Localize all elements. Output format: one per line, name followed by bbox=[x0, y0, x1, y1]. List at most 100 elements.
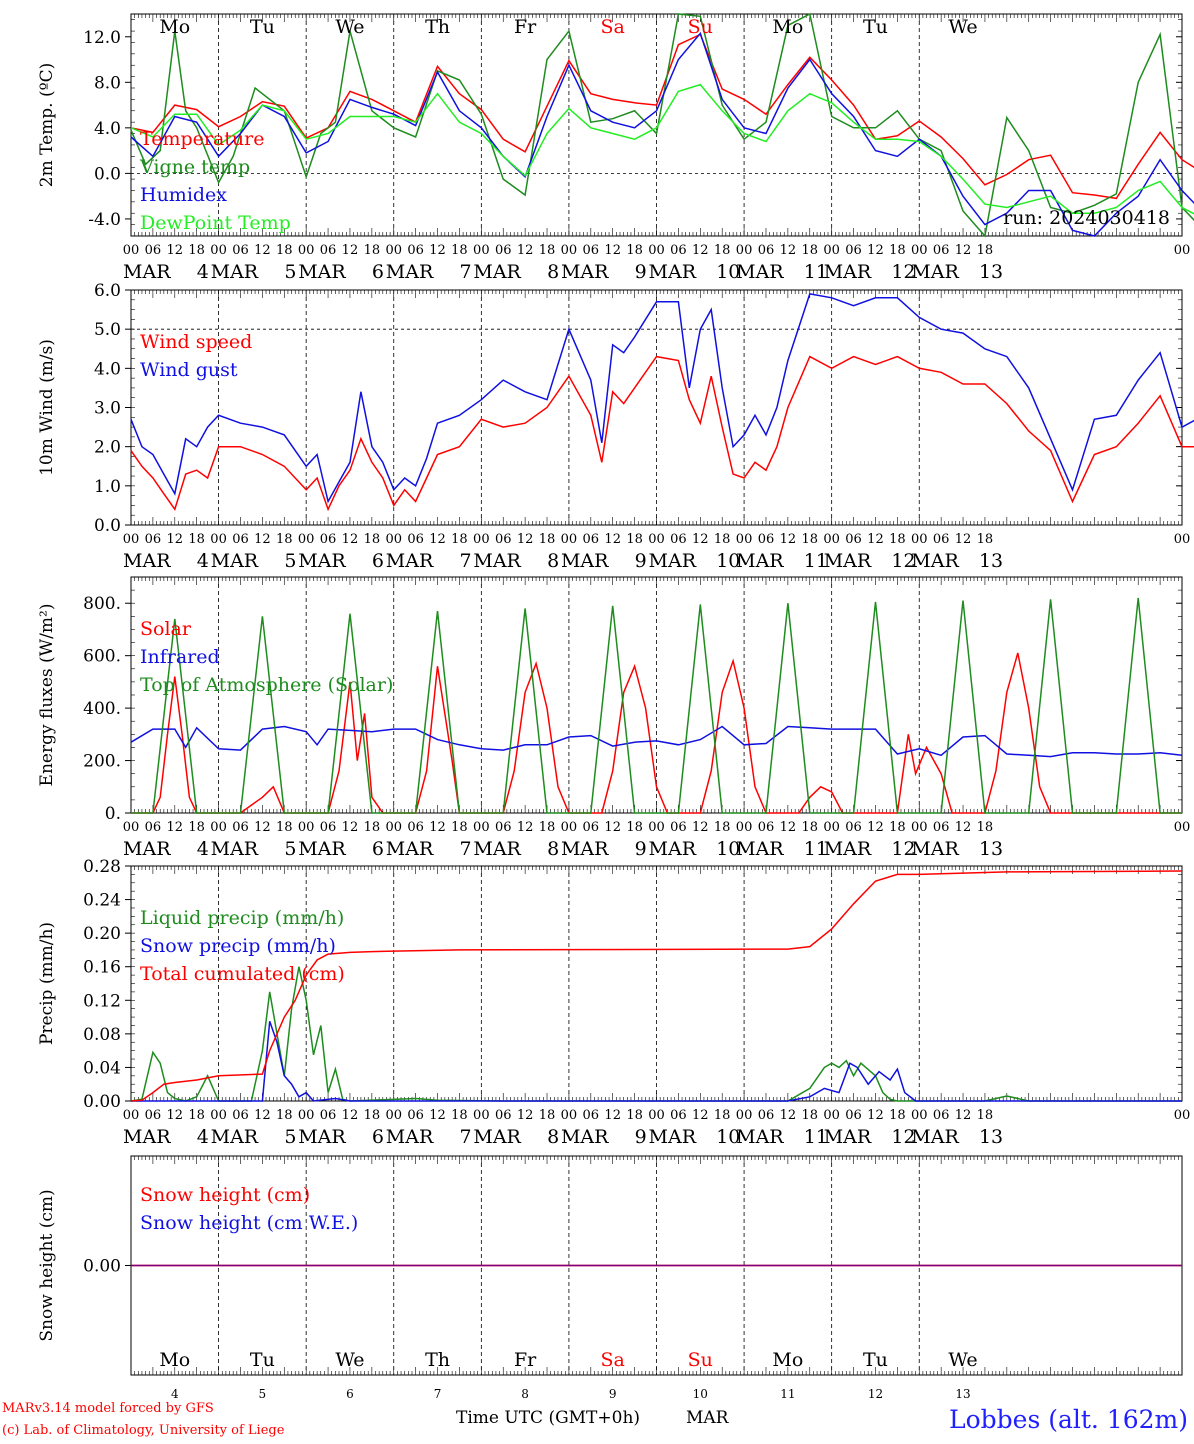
x-hour-label: 06 bbox=[320, 820, 337, 835]
y-tick-label: 12.0 bbox=[83, 28, 121, 48]
legend-entry: Wind speed bbox=[140, 331, 252, 353]
x-hour-label: 00 bbox=[385, 820, 402, 835]
series-line-snow-precip-mm-h bbox=[131, 1021, 1182, 1102]
weekday-label: Sa bbox=[601, 16, 625, 38]
weekday-label: Tu bbox=[250, 16, 275, 38]
x-hour-label: 12 bbox=[342, 243, 359, 258]
x-hour-label: 06 bbox=[845, 820, 862, 835]
bottom-date-label: 12 bbox=[868, 1387, 883, 1401]
x-hour-label: 18 bbox=[889, 1108, 906, 1123]
x-hour-label: 12 bbox=[604, 820, 621, 835]
x-month-label: MAR bbox=[473, 1126, 521, 1148]
x-hour-label: 00 bbox=[561, 532, 578, 547]
x-hour-label: 06 bbox=[145, 532, 162, 547]
x-hour-label: 00 bbox=[210, 532, 227, 547]
x-date-label: 7 bbox=[459, 1126, 471, 1148]
x-date-label: 4 bbox=[197, 261, 209, 283]
x-hour-label: 12 bbox=[342, 532, 359, 547]
x-hour-label: 06 bbox=[320, 1108, 337, 1123]
x-hour-label: 06 bbox=[232, 532, 249, 547]
x-hour-label: 06 bbox=[933, 820, 950, 835]
x-hour-label: 12 bbox=[867, 532, 884, 547]
x-date-label: 5 bbox=[284, 838, 296, 860]
panel-5: 0.00 Snow height (cm) Snow height (cm) Snow… bbox=[37, 1155, 1183, 1401]
y-tick-label: 0. bbox=[105, 804, 121, 824]
x-hour-label: 18 bbox=[276, 532, 293, 547]
x-hour-label: 12 bbox=[780, 820, 797, 835]
x-hour-label: 18 bbox=[539, 1108, 556, 1123]
x-month-label: MAR bbox=[911, 261, 959, 283]
x-hour-label: 12 bbox=[429, 1108, 446, 1123]
y-tick-label: 200. bbox=[83, 752, 121, 772]
x-hour-label: 00 bbox=[473, 1108, 490, 1123]
x-month-label: MAR bbox=[824, 838, 872, 860]
x-hour-label: 06 bbox=[320, 243, 337, 258]
x-hour-label: 00 bbox=[298, 243, 315, 258]
panel-1: -4.0 0.0 4.0 8.0 12.0 2m Temp. (ºC) Temperatur… bbox=[37, 12, 1194, 283]
x-date-label: 5 bbox=[284, 1126, 296, 1148]
x-date-label: 12 bbox=[891, 550, 915, 572]
x-hour-label: 06 bbox=[758, 820, 775, 835]
legend-entry: Snow precip (mm/h) bbox=[140, 935, 336, 957]
x-hour-label: 00 bbox=[823, 820, 840, 835]
legend-entry: Wind gust bbox=[140, 359, 238, 381]
x-hour-label: 00 bbox=[736, 532, 753, 547]
x-hour-label: 18 bbox=[714, 820, 731, 835]
x-hour-label: 00 bbox=[385, 243, 402, 258]
x-date-label: 10 bbox=[716, 1126, 740, 1148]
x-hour-label: 18 bbox=[539, 820, 556, 835]
x-date-label: 9 bbox=[635, 838, 647, 860]
x-month-label: MAR bbox=[211, 838, 259, 860]
x-hour-label: 12 bbox=[867, 243, 884, 258]
x-hour-label: 18 bbox=[714, 532, 731, 547]
x-hour-label: 06 bbox=[495, 243, 512, 258]
x-hour-label: 00 bbox=[911, 820, 928, 835]
x-hour-label: 06 bbox=[583, 820, 600, 835]
x-month-label: MAR bbox=[473, 261, 521, 283]
x-hour-label: 00 bbox=[385, 1108, 402, 1123]
x-hour-label: 06 bbox=[495, 820, 512, 835]
weekday-label: We bbox=[948, 16, 977, 38]
x-hour-label: 18 bbox=[626, 532, 643, 547]
x-date-label: 8 bbox=[547, 261, 559, 283]
x-month-label: MAR bbox=[386, 1126, 434, 1148]
weekday-label: Su bbox=[688, 1349, 713, 1371]
x-hour-label: 06 bbox=[933, 1108, 950, 1123]
x-date-label: 13 bbox=[979, 550, 1003, 572]
x-month-label: MAR bbox=[824, 1126, 872, 1148]
x-month-label: MAR bbox=[123, 1126, 171, 1148]
x-hour-label: 06 bbox=[320, 532, 337, 547]
x-hour-label: 18 bbox=[451, 243, 468, 258]
x-hour-label: 06 bbox=[145, 243, 162, 258]
x-hour-label: 18 bbox=[801, 1108, 818, 1123]
x-hour-label: 06 bbox=[670, 1108, 687, 1123]
x-hour-label: 00 bbox=[298, 820, 315, 835]
y-tick-label: -4.0 bbox=[88, 210, 121, 230]
x-month-label: MAR bbox=[561, 261, 609, 283]
x-hour-label: 18 bbox=[188, 820, 205, 835]
weekday-label: Fr bbox=[514, 1349, 537, 1371]
x-hour-label: 12 bbox=[692, 532, 709, 547]
weekday-label: We bbox=[335, 1349, 364, 1371]
x-hour-label: 00 bbox=[736, 1108, 753, 1123]
x-hour-label: 18 bbox=[188, 532, 205, 547]
weekday-label: Mo bbox=[159, 1349, 190, 1371]
x-axis-month: MAR bbox=[686, 1408, 730, 1428]
x-hour-label: 06 bbox=[670, 820, 687, 835]
x-hour-label: 00 bbox=[473, 243, 490, 258]
x-hour-label: 00 bbox=[823, 243, 840, 258]
x-hour-label: 18 bbox=[188, 1108, 205, 1123]
x-month-label: MAR bbox=[736, 838, 784, 860]
bottom-date-label: 5 bbox=[259, 1387, 267, 1401]
x-hour-label: 12 bbox=[429, 243, 446, 258]
x-hour-label: 00 bbox=[648, 820, 665, 835]
x-hour-label: 00 bbox=[298, 1108, 315, 1123]
weekday-label: Mo bbox=[772, 16, 803, 38]
y-tick-label: 0.12 bbox=[83, 991, 121, 1011]
x-hour-label: 00 bbox=[648, 243, 665, 258]
y-tick-label: 800. bbox=[83, 594, 121, 614]
x-month-label: MAR bbox=[561, 838, 609, 860]
y-axis-label: 2m Temp. (ºC) bbox=[37, 63, 57, 188]
x-hour-label: 12 bbox=[167, 820, 184, 835]
legend-entry: Total cumulated (cm) bbox=[140, 963, 345, 985]
